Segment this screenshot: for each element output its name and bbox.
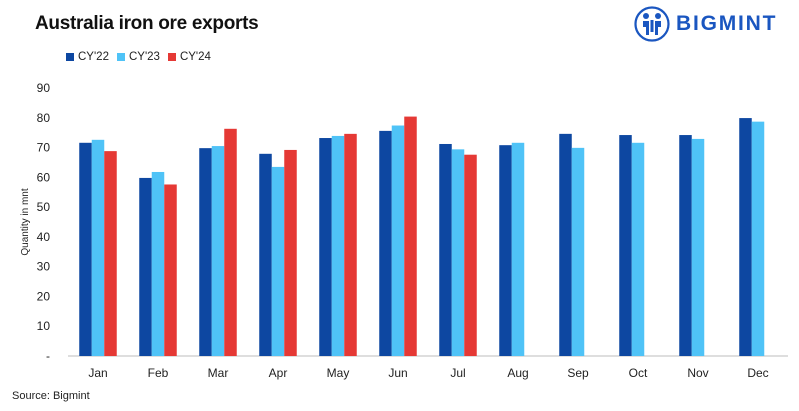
legend-label: CY'24: [179, 51, 211, 63]
y-tick-label: 70: [37, 141, 51, 155]
y-tick-label: 20: [37, 289, 51, 303]
bigmint-logo-icon: [634, 6, 670, 42]
bar-cy22-sep: [559, 133, 572, 356]
bar-cy22-aug: [499, 145, 512, 356]
y-tick-label: 10: [37, 319, 51, 333]
bar-cy23-dec: [751, 121, 765, 356]
bar-cy24-may: [344, 133, 357, 356]
chart-legend: CY'22 CY'23 CY'24: [66, 51, 219, 63]
y-tick-label: 50: [37, 200, 51, 214]
bar-cy22-dec: [739, 118, 752, 356]
x-tick-label: Dec: [747, 366, 768, 380]
x-tick-label: Mar: [208, 366, 229, 380]
y-axis-title: Quantity in mnt: [20, 188, 31, 255]
x-tick-label: May: [327, 366, 350, 380]
legend-item: CY'22: [66, 51, 109, 63]
bar-cy23-aug: [511, 142, 525, 356]
bar-cy24-jan: [104, 151, 117, 356]
bar-cy22-jul: [439, 143, 452, 356]
legend-label: CY'22: [78, 51, 109, 63]
x-tick-label: Nov: [687, 366, 708, 380]
bar-cy24-feb: [164, 184, 177, 356]
chart-title: Australia iron ore exports: [35, 13, 259, 34]
bar-cy22-may: [319, 138, 332, 356]
legend-swatch: [116, 53, 125, 61]
x-tick-label: Oct: [629, 366, 648, 380]
y-tick-label: -: [46, 349, 50, 363]
bar-cy22-jun: [379, 130, 392, 356]
bar-cy23-jun: [391, 125, 405, 357]
bar-cy23-sep: [571, 147, 585, 356]
bar-cy23-nov: [691, 138, 705, 356]
legend-swatch: [167, 53, 176, 61]
bigmint-logo: BIGMINT: [634, 6, 786, 42]
bar-cy23-jul: [451, 149, 465, 356]
legend-label: CY'23: [128, 51, 160, 63]
x-tick-label: Sep: [567, 366, 589, 380]
bar-cy22-feb: [139, 177, 152, 356]
x-tick-label: Apr: [269, 366, 288, 380]
bar-cy23-jan: [91, 139, 105, 356]
y-tick-label: 80: [37, 111, 51, 125]
source-note: Source: Bigmint: [12, 390, 90, 402]
legend-swatch: [66, 53, 74, 61]
x-tick-label: Jul: [450, 366, 465, 380]
bar-cy24-mar: [224, 128, 237, 356]
bar-cy23-oct: [631, 142, 645, 356]
y-tick-label: 60: [37, 170, 51, 184]
brand-name: BIGMINT: [676, 12, 778, 35]
x-tick-label: Jun: [388, 366, 407, 380]
x-tick-label: Aug: [507, 366, 528, 380]
bar-cy23-may: [331, 135, 345, 356]
bar-cy23-mar: [211, 146, 225, 356]
bar-cy22-nov: [679, 135, 692, 356]
bar-cy24-jun: [404, 116, 417, 356]
bar-cy22-apr: [259, 153, 272, 356]
y-tick-label: 40: [37, 230, 51, 244]
legend-item: CY'23: [116, 51, 160, 63]
bar-cy23-apr: [271, 166, 285, 356]
bar-cy22-mar: [199, 148, 212, 356]
bar-cy23-feb: [151, 171, 165, 356]
y-tick-label: 30: [37, 260, 51, 274]
x-tick-label: Jan: [88, 366, 107, 380]
legend-item: CY'24: [167, 51, 211, 63]
bar-cy24-apr: [284, 149, 297, 356]
y-tick-label: 90: [37, 81, 51, 95]
bar-cy24-jul: [464, 154, 477, 356]
x-tick-label: Feb: [148, 366, 169, 380]
bar-cy22-oct: [619, 135, 632, 356]
bar-cy22-jan: [79, 142, 92, 356]
